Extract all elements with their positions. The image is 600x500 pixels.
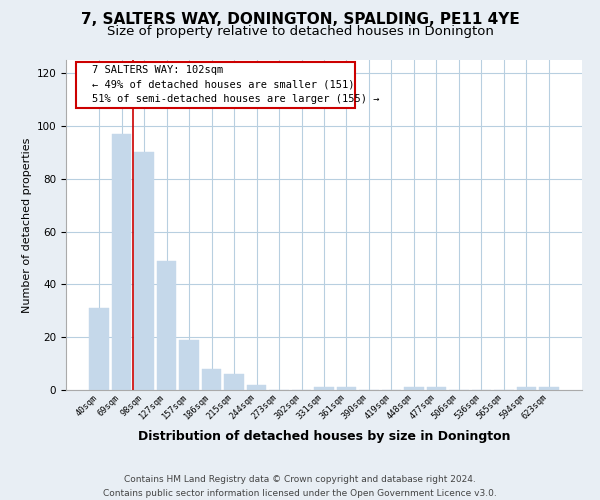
Bar [539, 388, 559, 390]
Bar [179, 340, 199, 390]
Bar [337, 388, 356, 390]
Bar [517, 388, 536, 390]
Text: ← 49% of detached houses are smaller (151): ← 49% of detached houses are smaller (15… [92, 80, 354, 90]
FancyBboxPatch shape [76, 62, 355, 108]
Bar [134, 152, 154, 390]
Bar [157, 260, 176, 390]
Text: Contains HM Land Registry data © Crown copyright and database right 2024.
Contai: Contains HM Land Registry data © Crown c… [103, 476, 497, 498]
Bar [247, 384, 266, 390]
Y-axis label: Number of detached properties: Number of detached properties [22, 138, 32, 312]
Text: 7, SALTERS WAY, DONINGTON, SPALDING, PE11 4YE: 7, SALTERS WAY, DONINGTON, SPALDING, PE1… [80, 12, 520, 28]
Bar [89, 308, 109, 390]
Bar [202, 369, 221, 390]
Text: Size of property relative to detached houses in Donington: Size of property relative to detached ho… [107, 25, 493, 38]
Text: 7 SALTERS WAY: 102sqm: 7 SALTERS WAY: 102sqm [92, 65, 223, 75]
Bar [404, 388, 424, 390]
Bar [224, 374, 244, 390]
X-axis label: Distribution of detached houses by size in Donington: Distribution of detached houses by size … [138, 430, 510, 442]
Bar [112, 134, 131, 390]
Bar [427, 388, 446, 390]
Bar [314, 388, 334, 390]
Text: 51% of semi-detached houses are larger (155) →: 51% of semi-detached houses are larger (… [92, 94, 379, 104]
